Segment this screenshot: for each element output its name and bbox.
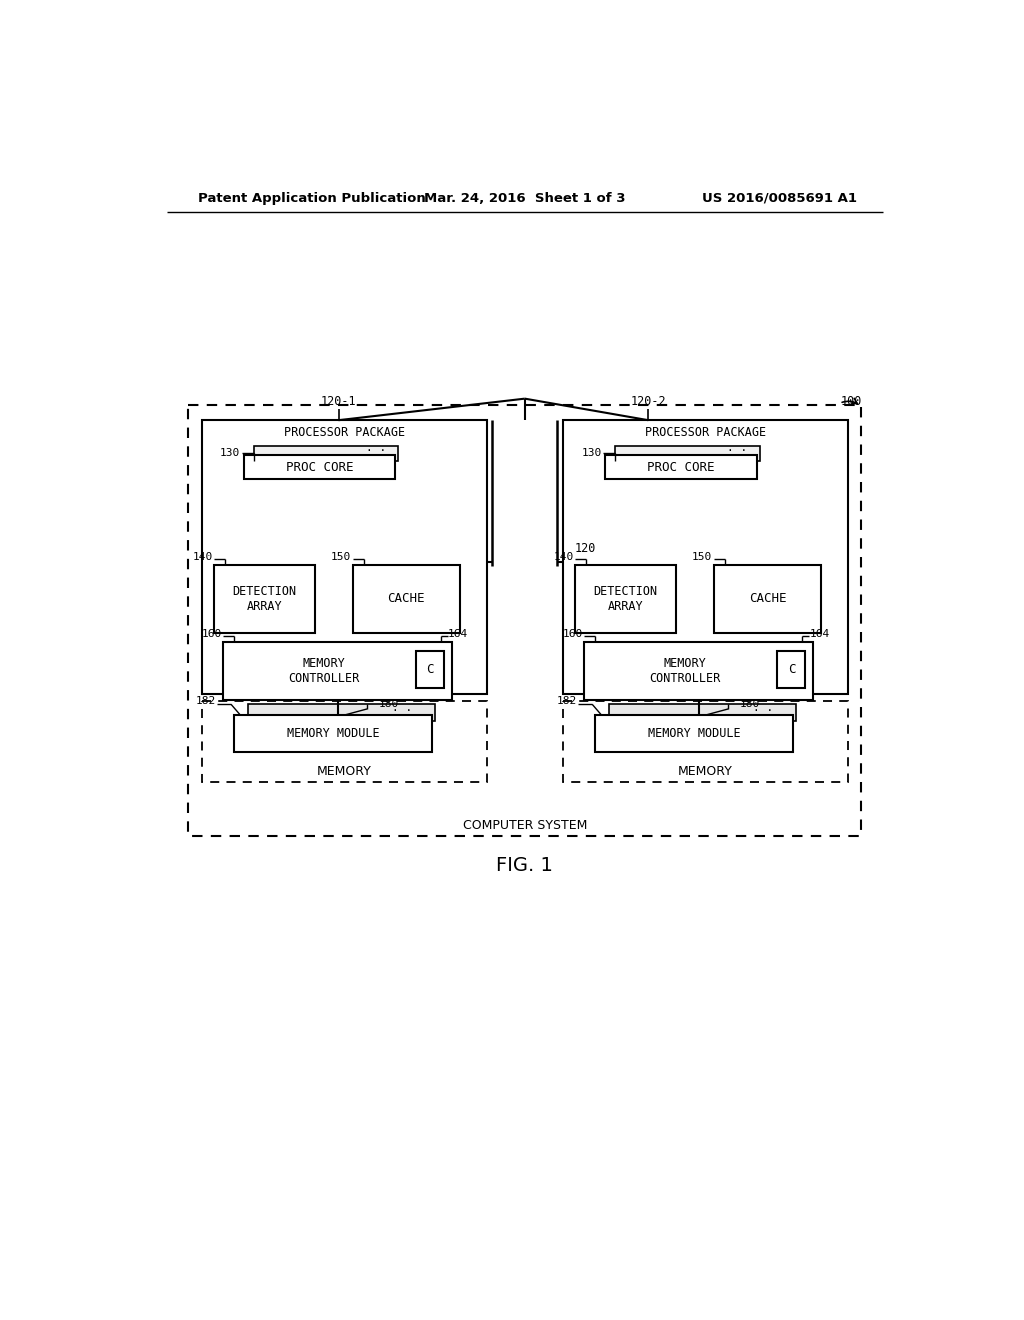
Text: MEMORY: MEMORY <box>678 764 733 777</box>
Text: · ·: · · <box>392 706 413 717</box>
Text: 150: 150 <box>331 552 351 562</box>
Text: 182: 182 <box>556 696 577 706</box>
Text: DETECTION
ARRAY: DETECTION ARRAY <box>594 585 657 612</box>
Text: 140: 140 <box>553 552 573 562</box>
Text: C: C <box>787 663 796 676</box>
Text: 180: 180 <box>379 700 398 709</box>
Text: 120-2: 120-2 <box>631 395 667 408</box>
Bar <box>223 642 452 700</box>
Bar <box>352 565 460 632</box>
Bar <box>248 705 435 721</box>
Text: 180: 180 <box>739 700 760 709</box>
Bar <box>614 446 760 461</box>
Text: · ·: · · <box>754 706 773 717</box>
Text: 130: 130 <box>220 447 241 458</box>
Bar <box>595 715 793 752</box>
Bar <box>585 642 813 700</box>
Text: MEMORY MODULE: MEMORY MODULE <box>287 727 379 741</box>
Text: 160: 160 <box>202 630 222 639</box>
Text: 182: 182 <box>196 696 216 706</box>
Bar <box>234 715 432 752</box>
Bar <box>563 701 848 781</box>
Text: MEMORY: MEMORY <box>316 764 372 777</box>
Text: MEMORY MODULE: MEMORY MODULE <box>648 727 740 741</box>
Text: 160: 160 <box>562 630 583 639</box>
Text: MEMORY
CONTROLLER: MEMORY CONTROLLER <box>649 657 721 685</box>
Text: US 2016/0085691 A1: US 2016/0085691 A1 <box>701 191 856 205</box>
Bar <box>714 565 821 632</box>
Bar <box>575 565 676 632</box>
Bar <box>605 455 757 479</box>
Text: MEMORY
CONTROLLER: MEMORY CONTROLLER <box>288 657 359 685</box>
Bar <box>609 705 796 721</box>
Text: COMPUTER SYSTEM: COMPUTER SYSTEM <box>463 818 587 832</box>
Text: CACHE: CACHE <box>387 593 425 606</box>
Bar <box>245 455 395 479</box>
Bar <box>188 405 861 836</box>
Text: 130: 130 <box>582 447 601 458</box>
Bar <box>777 651 805 688</box>
Text: 164: 164 <box>449 630 468 639</box>
Text: · ·: · · <box>727 446 748 455</box>
Text: CACHE: CACHE <box>749 593 786 606</box>
Text: Mar. 24, 2016  Sheet 1 of 3: Mar. 24, 2016 Sheet 1 of 3 <box>424 191 626 205</box>
Text: 140: 140 <box>193 552 212 562</box>
Text: · ·: · · <box>366 446 386 455</box>
Text: 150: 150 <box>692 552 713 562</box>
Text: DETECTION
ARRAY: DETECTION ARRAY <box>232 585 297 612</box>
Text: 100: 100 <box>841 395 862 408</box>
Text: C: C <box>427 663 434 676</box>
Bar <box>254 446 398 461</box>
Bar <box>202 420 486 693</box>
Bar <box>214 565 314 632</box>
Text: PROC CORE: PROC CORE <box>647 461 715 474</box>
Text: 120: 120 <box>574 543 596 554</box>
Text: PROC CORE: PROC CORE <box>286 461 353 474</box>
Bar <box>202 701 486 781</box>
Text: PROCESSOR PACKAGE: PROCESSOR PACKAGE <box>645 426 766 440</box>
Text: PROCESSOR PACKAGE: PROCESSOR PACKAGE <box>284 426 404 440</box>
Text: 120-1: 120-1 <box>321 395 356 408</box>
Bar <box>563 420 848 693</box>
Text: 164: 164 <box>809 630 829 639</box>
Text: Patent Application Publication: Patent Application Publication <box>198 191 426 205</box>
Bar <box>417 651 444 688</box>
Text: FIG. 1: FIG. 1 <box>497 855 553 875</box>
